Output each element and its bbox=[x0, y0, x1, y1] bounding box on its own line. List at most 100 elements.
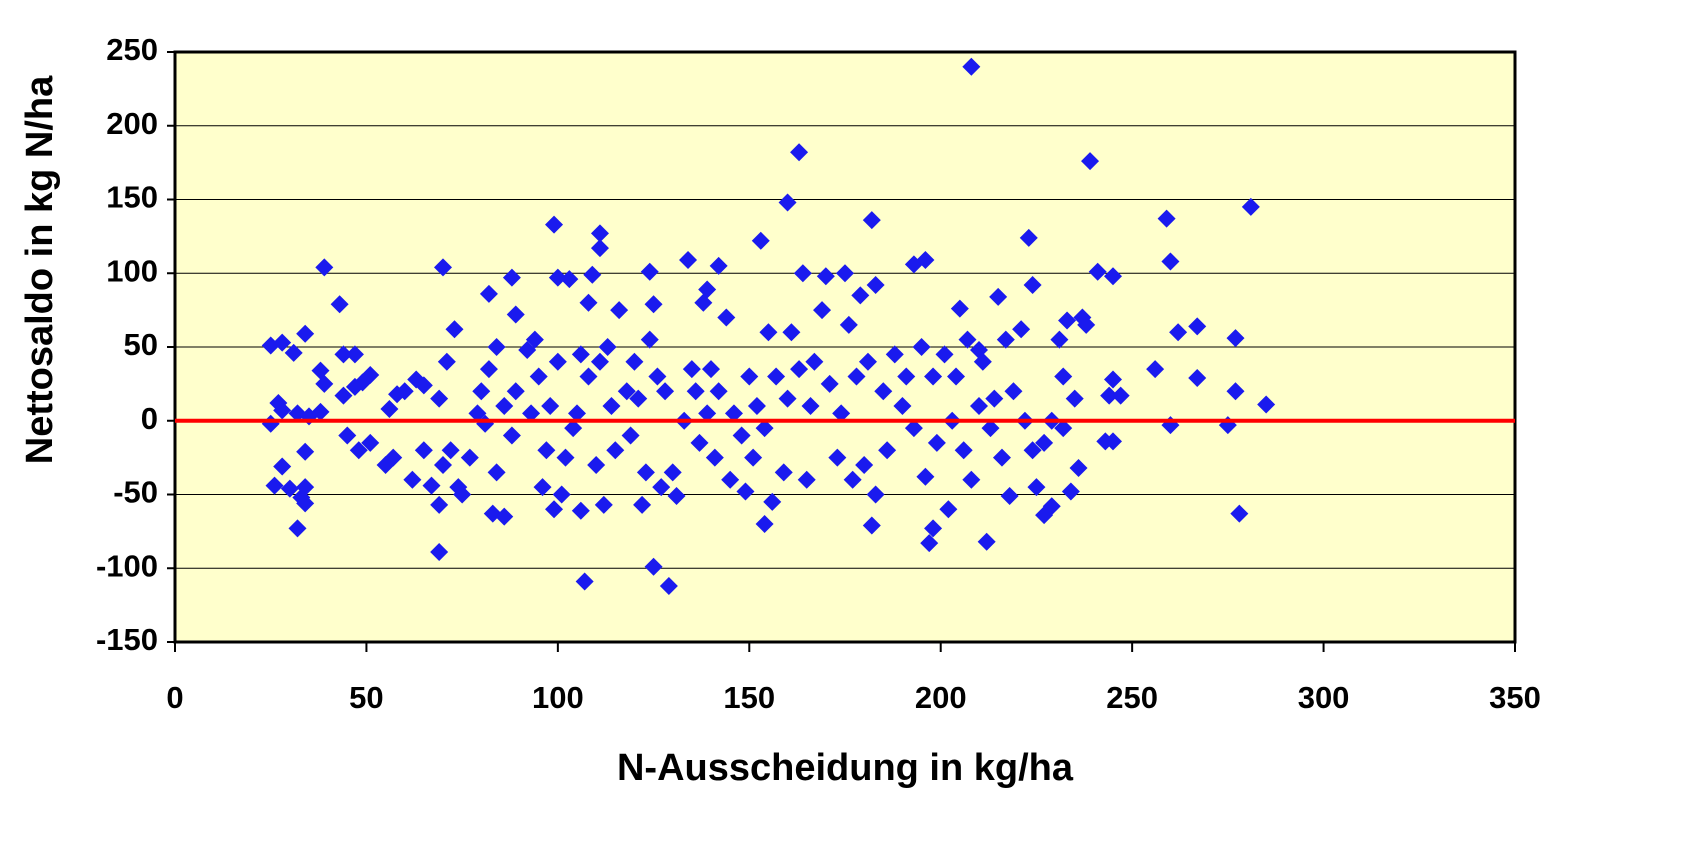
point bbox=[878, 441, 897, 460]
point bbox=[667, 486, 686, 505]
point bbox=[1069, 458, 1088, 477]
point bbox=[560, 270, 579, 289]
point bbox=[656, 382, 675, 401]
point bbox=[797, 470, 816, 489]
point bbox=[414, 376, 433, 395]
point bbox=[610, 301, 629, 320]
point bbox=[636, 463, 655, 482]
point bbox=[970, 340, 988, 359]
point bbox=[495, 507, 514, 526]
point bbox=[686, 382, 705, 401]
point bbox=[1241, 197, 1260, 216]
point bbox=[434, 456, 452, 474]
point bbox=[590, 224, 609, 243]
point bbox=[774, 463, 793, 482]
point bbox=[633, 495, 652, 514]
point bbox=[384, 448, 403, 467]
point bbox=[430, 543, 449, 562]
point bbox=[525, 330, 544, 349]
point bbox=[541, 397, 560, 415]
point bbox=[552, 485, 571, 504]
x-tick-label: 300 bbox=[1298, 680, 1350, 715]
point bbox=[1081, 152, 1100, 171]
point bbox=[862, 211, 881, 230]
plot-border bbox=[173, 50, 1517, 644]
point bbox=[265, 476, 284, 495]
point bbox=[564, 419, 583, 438]
point bbox=[545, 215, 564, 234]
point bbox=[288, 519, 307, 538]
point bbox=[778, 389, 797, 408]
point bbox=[1042, 497, 1061, 516]
point bbox=[414, 441, 433, 460]
point bbox=[736, 482, 755, 501]
point bbox=[437, 352, 456, 371]
point bbox=[1096, 432, 1115, 451]
point bbox=[1169, 323, 1188, 342]
point bbox=[1012, 320, 1031, 339]
point bbox=[816, 267, 835, 286]
point bbox=[1035, 433, 1054, 452]
point bbox=[453, 485, 472, 504]
point bbox=[924, 519, 943, 538]
point bbox=[855, 456, 874, 474]
point bbox=[1027, 478, 1046, 497]
point bbox=[629, 389, 648, 408]
point bbox=[851, 286, 870, 305]
point bbox=[970, 397, 988, 415]
point bbox=[755, 515, 774, 533]
point bbox=[273, 333, 292, 352]
point bbox=[430, 389, 449, 408]
point bbox=[1257, 395, 1276, 414]
point bbox=[679, 250, 698, 269]
point bbox=[640, 262, 659, 281]
point bbox=[495, 397, 514, 415]
point bbox=[273, 457, 292, 476]
point bbox=[709, 382, 728, 401]
y-axis-title: Nettosaldo in kg N/ha bbox=[19, 75, 61, 464]
x-tick-label: 100 bbox=[532, 680, 584, 715]
point bbox=[912, 338, 931, 356]
point bbox=[705, 448, 724, 467]
point bbox=[594, 495, 613, 514]
point bbox=[698, 280, 717, 299]
point bbox=[1065, 389, 1084, 408]
point bbox=[935, 345, 954, 364]
point bbox=[506, 305, 525, 324]
point bbox=[1088, 262, 1107, 281]
point bbox=[621, 426, 640, 445]
point bbox=[950, 299, 969, 318]
point bbox=[296, 324, 315, 343]
point bbox=[893, 397, 912, 415]
point bbox=[311, 361, 330, 380]
point bbox=[548, 352, 567, 371]
point bbox=[652, 478, 671, 497]
point bbox=[947, 367, 966, 386]
point bbox=[1157, 209, 1176, 228]
y-tick-label: 150 bbox=[106, 180, 158, 215]
point bbox=[847, 367, 866, 386]
point bbox=[533, 478, 552, 497]
point bbox=[568, 404, 586, 423]
point bbox=[288, 404, 307, 423]
x-tick-label: 250 bbox=[1106, 680, 1158, 715]
point bbox=[296, 442, 315, 461]
point bbox=[1161, 252, 1180, 271]
point bbox=[334, 345, 353, 364]
point bbox=[866, 276, 885, 295]
point bbox=[1111, 386, 1130, 405]
x-tick-label: 0 bbox=[166, 680, 183, 715]
point bbox=[1188, 317, 1207, 336]
x-tick-label: 200 bbox=[915, 680, 967, 715]
point bbox=[315, 258, 334, 277]
y-tick-label: 50 bbox=[124, 327, 158, 362]
point bbox=[522, 404, 541, 423]
point bbox=[820, 374, 839, 393]
point bbox=[904, 419, 923, 438]
y-tick-label: -50 bbox=[113, 475, 158, 510]
point bbox=[403, 470, 422, 489]
point bbox=[767, 367, 786, 386]
point bbox=[273, 401, 292, 420]
point bbox=[487, 463, 506, 482]
point bbox=[380, 399, 399, 418]
